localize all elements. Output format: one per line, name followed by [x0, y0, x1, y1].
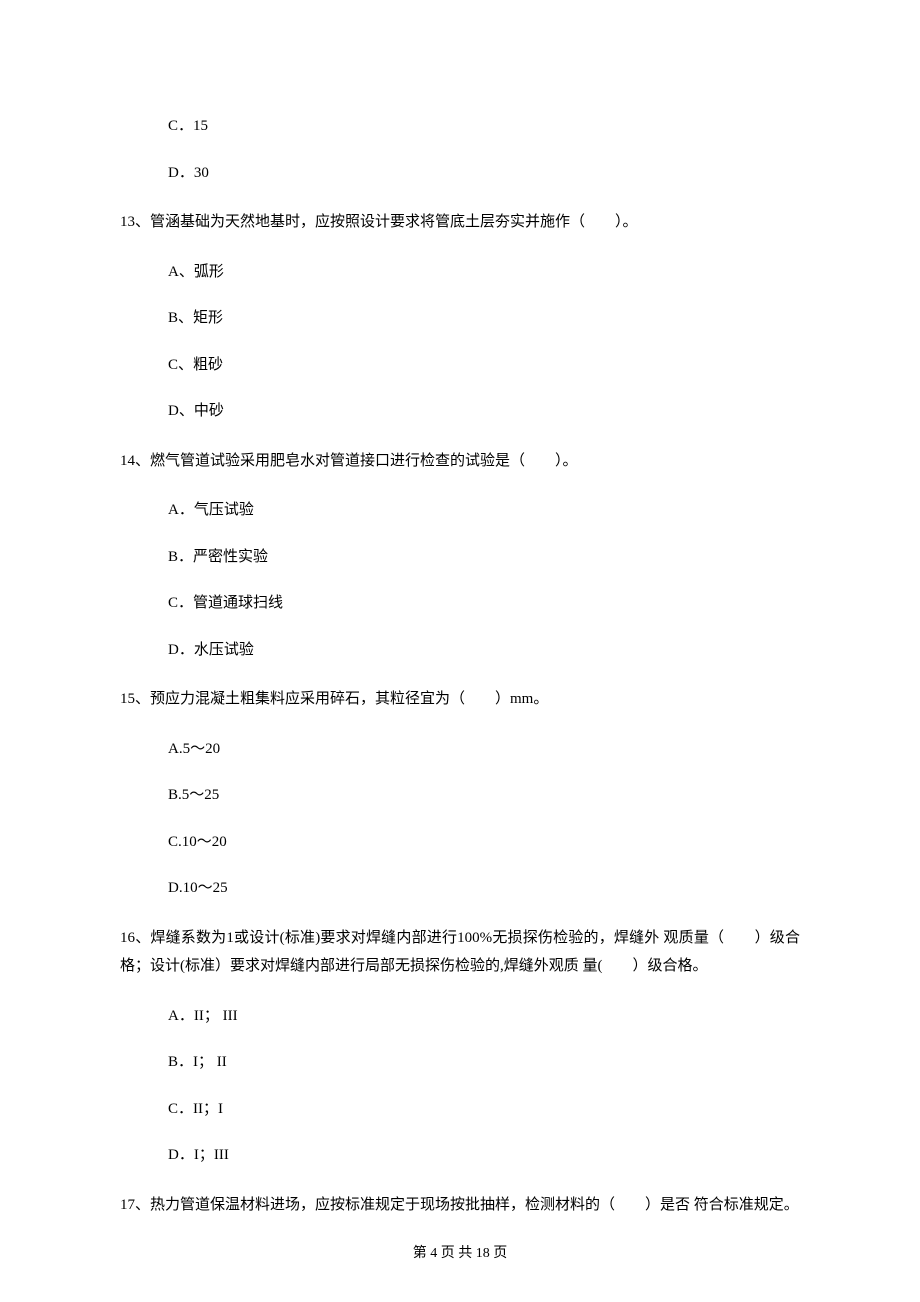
option-text: D、中砂: [168, 400, 800, 423]
option-text: B.5～25: [168, 784, 800, 807]
option-text: A．气压试验: [168, 499, 800, 522]
option-text: A.5～20: [168, 738, 800, 761]
option-text: B．严密性实验: [168, 546, 800, 569]
option-text: D.10～25: [168, 877, 800, 900]
option-text: C．15: [168, 115, 800, 138]
option-text: A．II； III: [168, 1005, 800, 1028]
option-text: C．管道通球扫线: [168, 592, 800, 615]
option-text: D．水压试验: [168, 639, 800, 662]
option-text: C、粗砂: [168, 354, 800, 377]
option-text: D．30: [168, 162, 800, 185]
option-text: D．I；III: [168, 1144, 800, 1167]
page-footer: 第 4 页 共 18 页: [0, 1242, 920, 1262]
page-body: C．15 D．30 13、管涵基础为天然地基时，应按照设计要求将管底土层夯实并施…: [0, 0, 920, 1293]
option-text: C．II；I: [168, 1098, 800, 1121]
option-text: B、矩形: [168, 307, 800, 330]
option-text: C.10～20: [168, 831, 800, 854]
question-text: 16、焊缝系数为1或设计(标准)要求对焊缝内部进行100%无损探伤检验的，焊缝外…: [120, 924, 800, 981]
question-text: 15、预应力混凝土粗集料应采用碎石，其粒径宜为（ ）mm。: [120, 685, 800, 714]
option-text: B．I； II: [168, 1051, 800, 1074]
option-text: A、弧形: [168, 261, 800, 284]
question-text: 14、燃气管道试验采用肥皂水对管道接口进行检查的试验是（ ）。: [120, 447, 800, 476]
question-text: 17、热力管道保温材料进场，应按标准规定于现场按批抽样，检测材料的（ ）是否 符…: [120, 1191, 800, 1220]
question-text: 13、管涵基础为天然地基时，应按照设计要求将管底土层夯实并施作（ ）。: [120, 208, 800, 237]
